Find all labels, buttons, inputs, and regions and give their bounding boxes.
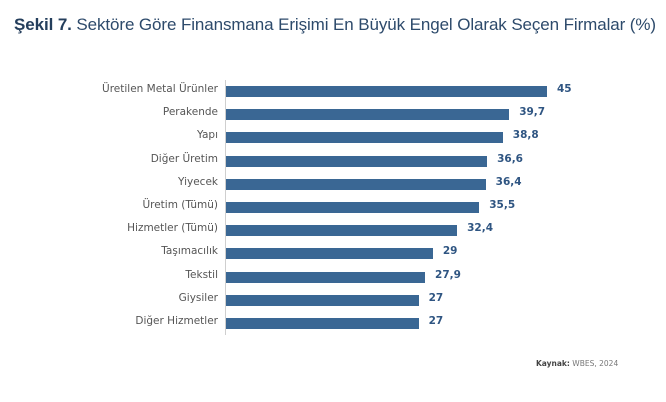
bar-row: Üretim (Tümü) 35,5 [0, 197, 666, 220]
bar [226, 294, 419, 306]
bar [226, 271, 426, 283]
category-label: Tekstil [185, 268, 218, 281]
value-label: 36,6 [497, 152, 523, 165]
category-label: Giysiler [178, 291, 218, 304]
category-label: Perakende [162, 106, 218, 119]
figure-number: Şekil 7. [14, 15, 72, 34]
chart-title: Şekil 7. Sektöre Göre Finansmana Erişimi… [14, 15, 656, 35]
bar [226, 248, 433, 260]
category-label: Diğer Üretim [150, 152, 218, 165]
y-axis-line [225, 80, 226, 335]
value-label: 45 [557, 83, 572, 95]
bar [226, 155, 488, 167]
bar [226, 202, 480, 213]
bar-row: Hizmetler (Tümü) 32,4 [0, 220, 666, 243]
bar-row: Giysiler 27 [0, 290, 666, 313]
bar-row: Taşımacılık 29 [0, 243, 666, 266]
category-label: Taşımacılık [161, 245, 218, 258]
bar-row: Yiyecek 36,4 [0, 174, 666, 197]
value-label: 27 [428, 291, 444, 304]
value-label: 35,5 [489, 199, 516, 211]
category-label: Diğer Hizmetler [135, 315, 218, 327]
bar [226, 132, 503, 144]
category-label: Yiyecek [178, 175, 218, 188]
source-text: WBES, 2024 [569, 359, 619, 368]
value-label: 36,4 [495, 175, 522, 188]
category-label: Yapı [197, 129, 218, 142]
bar-row: Yapı 38,8 [0, 127, 666, 150]
bar-row: Diğer Üretim 36,6 [0, 151, 666, 174]
bar-row: Tekstil 27,9 [0, 267, 666, 290]
bar [226, 225, 458, 237]
source-label: Kaynak: [536, 359, 570, 368]
bar-row: Diğer Hizmetler 27 [0, 313, 666, 336]
value-label: 27,9 [435, 268, 461, 281]
value-label: 27 [428, 315, 444, 327]
bar-row: Üretilen Metal Ürünler 45 [0, 81, 666, 104]
source-note: Kaynak: WBES, 2024 [536, 359, 618, 368]
category-label: Üretim (Tümü) [142, 199, 218, 211]
bar-row: Perakende 39,7 [0, 104, 666, 127]
bar [226, 178, 486, 190]
value-label: 38,8 [512, 129, 539, 142]
value-label: 32,4 [467, 222, 494, 235]
bar [226, 86, 547, 97]
category-label: Üretilen Metal Ürünler [102, 83, 218, 95]
bar [226, 109, 510, 121]
value-label: 39,7 [519, 106, 546, 119]
title-text: Sektöre Göre Finansmana Erişimi En Büyük… [71, 15, 656, 34]
value-label: 29 [442, 245, 458, 258]
category-label: Hizmetler (Tümü) [127, 222, 218, 235]
bar [226, 318, 419, 329]
